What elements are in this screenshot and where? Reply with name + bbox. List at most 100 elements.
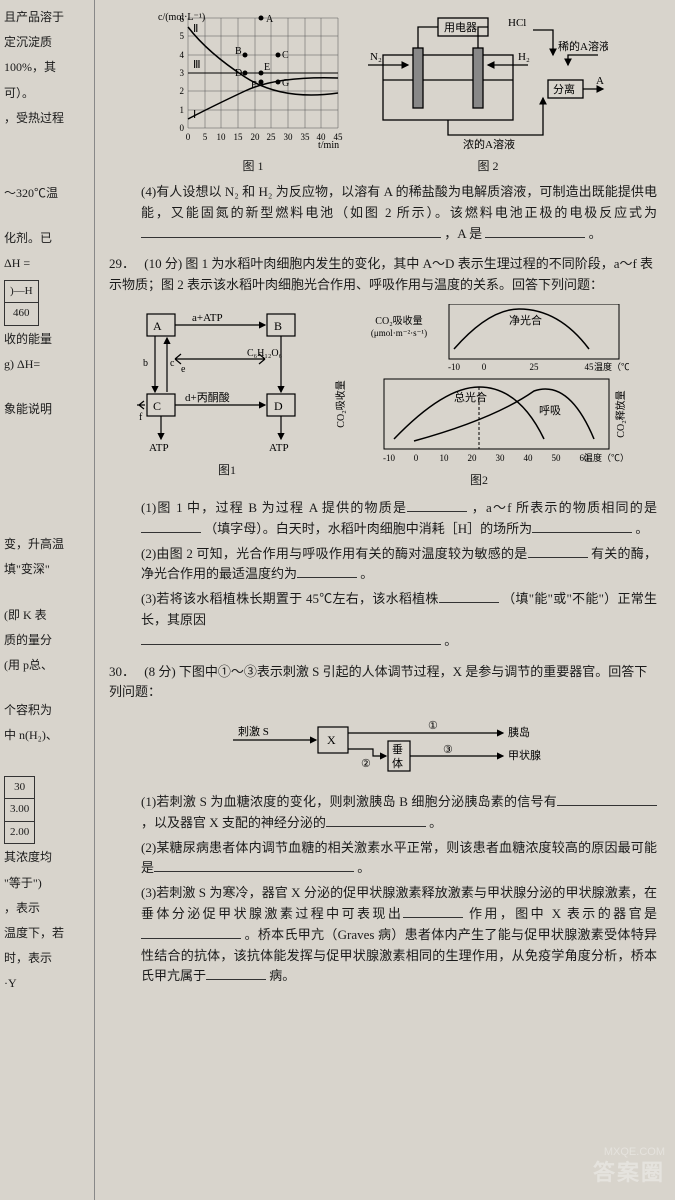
frag: (即 K 表 bbox=[4, 606, 90, 625]
intro: 下图中①～③表示刺激 S 引起的人体调节过程，X 是参与调节的重要器官。回答下列… bbox=[109, 664, 647, 700]
blank bbox=[326, 814, 426, 827]
frag: 收的能量 bbox=[4, 330, 90, 349]
svg-text:45: 45 bbox=[585, 362, 595, 372]
svg-text:CO₂释放量: CO₂释放量 bbox=[614, 390, 627, 437]
t: 。 bbox=[444, 633, 457, 648]
node: C bbox=[153, 399, 161, 413]
q29-fig2: 净光合 -1002545 温度（℃） CO₂吸收量 (μmol·m⁻²·s⁻¹) bbox=[329, 304, 629, 490]
fig2-cap: 图 2 bbox=[368, 157, 608, 176]
frag: 100%，其 bbox=[4, 58, 90, 77]
svg-text:10: 10 bbox=[440, 453, 450, 463]
lbl: 总光合 bbox=[454, 390, 487, 404]
region: Ⅲ bbox=[193, 59, 201, 71]
svg-text:50: 50 bbox=[552, 453, 562, 463]
blank bbox=[141, 520, 201, 533]
svg-text:10: 10 bbox=[217, 132, 227, 142]
text: (4)有人设想以 N₂ 和 H₂ 为反应物，以溶有 A 的稀盐酸为电解质溶液，可… bbox=[141, 184, 657, 220]
blank bbox=[532, 520, 632, 533]
svg-text:4: 4 bbox=[180, 50, 185, 60]
q28-4: (4)有人设想以 N₂ 和 H₂ 为反应物，以溶有 A 的稀盐酸为电解质溶液，可… bbox=[109, 182, 657, 244]
fig1-cap: 图 1 bbox=[158, 157, 348, 176]
watermark: 答案圈 bbox=[593, 1155, 665, 1190]
edge: ATP bbox=[269, 442, 289, 454]
node: D bbox=[274, 399, 283, 413]
edge: ATP bbox=[149, 442, 169, 454]
svg-text:20: 20 bbox=[468, 453, 478, 463]
cell: 3.00 bbox=[5, 799, 35, 822]
lbl: 甲状腺 bbox=[508, 748, 541, 762]
svg-text:40: 40 bbox=[524, 453, 534, 463]
main-column: A B C D E F G Ⅱ Ⅲ Ⅰ 0510 152025 bbox=[95, 0, 675, 1200]
qnum: 30． bbox=[109, 662, 141, 683]
t: 。 bbox=[635, 521, 648, 536]
t: ，以及器官 X 支配的神经分泌的 bbox=[141, 815, 326, 830]
frag: g) ΔH= bbox=[4, 355, 90, 374]
blank bbox=[407, 499, 467, 512]
blank bbox=[141, 225, 441, 238]
frag: 质的量分 bbox=[4, 631, 90, 650]
lbl: H₂ bbox=[518, 51, 530, 63]
edge: f bbox=[139, 412, 143, 423]
svg-text:0: 0 bbox=[180, 123, 185, 133]
svg-text:30: 30 bbox=[284, 132, 294, 142]
svg-text:-10: -10 bbox=[448, 362, 460, 372]
blank bbox=[439, 590, 499, 603]
frag: ，表示 bbox=[4, 899, 90, 918]
lbl: 刺激 S bbox=[238, 724, 269, 738]
lbl: X bbox=[327, 733, 336, 747]
node: B bbox=[274, 319, 282, 333]
svg-text:0: 0 bbox=[414, 453, 419, 463]
frag: 且产品溶于 bbox=[4, 8, 90, 27]
svg-text:A: A bbox=[266, 14, 274, 25]
lbl: ① bbox=[428, 720, 438, 732]
blank bbox=[141, 926, 241, 939]
lbl: N₂ bbox=[370, 51, 382, 63]
frag: ·Y bbox=[4, 974, 90, 993]
svg-text:垂: 垂 bbox=[392, 743, 403, 756]
svg-text:(μmol·m⁻²·s⁻¹): (μmol·m⁻²·s⁻¹) bbox=[371, 328, 427, 338]
t: 。 bbox=[357, 860, 370, 875]
svg-text:0: 0 bbox=[186, 132, 191, 142]
fig2-svg: 用电器 HCl 稀的A溶液 N₂ H₂ 分离 A 浓的A溶液 bbox=[368, 10, 608, 150]
t: (2)由图 2 可知，光合作用与呼吸作用有关的酶对温度较为敏感的是 bbox=[141, 546, 528, 561]
lbl: ② bbox=[361, 758, 371, 770]
edge: C₆H₁₂O₆ bbox=[247, 348, 283, 359]
left-column: 且产品溶于 定沉淀质 100%，其 可）。 ，受热过程 ～320℃温 化剂。已 … bbox=[0, 0, 95, 1200]
points: (8 分) bbox=[144, 664, 175, 679]
text: 。 bbox=[589, 226, 602, 241]
svg-text:25: 25 bbox=[530, 362, 540, 372]
points: (10 分) bbox=[144, 256, 182, 271]
region: Ⅰ bbox=[193, 109, 196, 121]
cap: 图1 bbox=[137, 461, 317, 480]
mini-table: )—H 460 bbox=[4, 280, 39, 326]
svg-text:体: 体 bbox=[392, 756, 403, 770]
frag: 其浓度均 bbox=[4, 848, 90, 867]
edge: c bbox=[170, 358, 175, 369]
svg-text:D: D bbox=[235, 68, 242, 79]
lbl: HCl bbox=[508, 17, 526, 29]
frag: "等于") bbox=[4, 874, 90, 893]
q30: 30． (8 分) 下图中①～③表示刺激 S 引起的人体调节过程，X 是参与调节… bbox=[109, 662, 657, 988]
t: (3)若将该水稻植株长期置于 45℃左右，该水稻植株 bbox=[141, 591, 439, 606]
lbl: 净光合 bbox=[509, 313, 542, 327]
cell: 460 bbox=[5, 303, 39, 326]
frag: (用 p总、 bbox=[4, 656, 90, 675]
t: 。 bbox=[429, 815, 442, 830]
frag: 变，升高温 bbox=[4, 535, 90, 554]
cell: 2.00 bbox=[5, 821, 35, 844]
frag: 化剂。已 bbox=[4, 229, 90, 248]
svg-text:G: G bbox=[282, 78, 289, 89]
edge: d+丙酮酸 bbox=[185, 390, 230, 404]
svg-text:1: 1 bbox=[180, 105, 185, 115]
cap: 图2 bbox=[329, 471, 629, 490]
t: 病。 bbox=[269, 968, 295, 983]
svg-text:-10: -10 bbox=[383, 453, 395, 463]
region: Ⅱ bbox=[193, 23, 198, 35]
blank bbox=[557, 793, 657, 806]
blank bbox=[403, 905, 463, 918]
edge: b bbox=[143, 358, 148, 369]
ylabel: c/(mol·L⁻¹) bbox=[158, 12, 205, 23]
blank bbox=[297, 565, 357, 578]
svg-text:E: E bbox=[264, 62, 270, 73]
svg-text:B: B bbox=[235, 46, 242, 57]
